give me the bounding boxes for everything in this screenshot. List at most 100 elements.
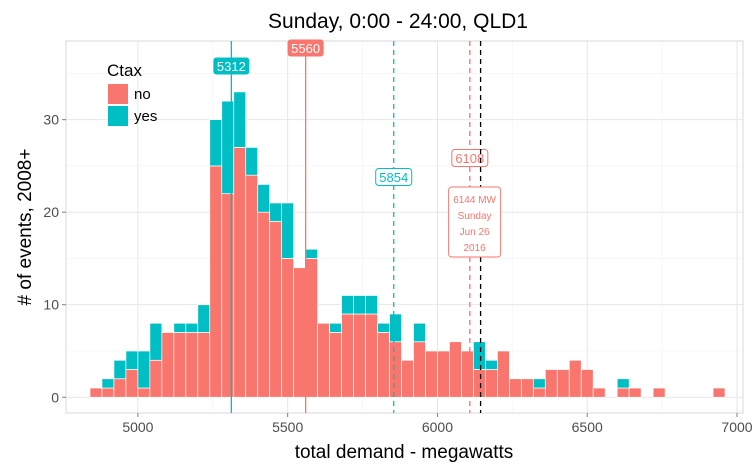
bar-yes bbox=[209, 119, 223, 167]
bar-no bbox=[413, 341, 426, 398]
bar-yes bbox=[485, 359, 498, 370]
event-annotation-box: 6144 MW Sunday Jun 26 2016 bbox=[448, 186, 502, 258]
bar-no bbox=[257, 211, 271, 398]
bar-yes bbox=[473, 341, 486, 370]
bar-no bbox=[245, 174, 259, 398]
reference-label-box bbox=[287, 39, 324, 57]
bar-no bbox=[197, 332, 211, 398]
legend-label-yes: yes bbox=[134, 108, 157, 125]
x-tick-label: 6000 bbox=[422, 419, 453, 435]
bar-no bbox=[317, 322, 330, 398]
bar-no bbox=[461, 350, 474, 398]
bar-no bbox=[556, 369, 570, 398]
legend-key-yes bbox=[108, 106, 128, 126]
x-tick-label: 5000 bbox=[122, 419, 153, 435]
bar-no bbox=[233, 147, 247, 398]
bar-yes bbox=[257, 184, 271, 213]
bar-no bbox=[269, 221, 283, 398]
bar-no bbox=[209, 165, 223, 398]
bar-no bbox=[437, 350, 450, 398]
bar-no bbox=[137, 387, 151, 398]
bar-yes bbox=[365, 295, 378, 315]
bar-no bbox=[305, 258, 318, 398]
bar-no bbox=[185, 332, 199, 398]
bar-yes bbox=[233, 91, 247, 148]
bar-no bbox=[401, 359, 414, 398]
bar-yes bbox=[101, 378, 115, 389]
bar-no bbox=[628, 387, 642, 398]
bar-yes bbox=[173, 322, 187, 333]
bar-yes bbox=[341, 295, 354, 315]
bar-no bbox=[616, 387, 630, 398]
bar-no bbox=[281, 258, 295, 398]
bar-no bbox=[353, 313, 366, 398]
y-tick-label: 10 bbox=[43, 297, 59, 313]
annotation-line: 6144 MW bbox=[453, 195, 496, 206]
reference-label-5854: 5854 bbox=[379, 170, 408, 185]
bar-no bbox=[473, 369, 486, 398]
bar-no bbox=[161, 332, 175, 398]
histogram-bars bbox=[89, 91, 726, 398]
bar-no bbox=[568, 359, 582, 398]
annotation-line: Sunday bbox=[458, 211, 492, 222]
bar-no bbox=[113, 378, 127, 398]
bar-no bbox=[425, 350, 438, 398]
bar-no bbox=[712, 387, 726, 398]
legend-key-no bbox=[108, 84, 128, 104]
bar-yes bbox=[377, 322, 390, 333]
bar-no bbox=[652, 387, 666, 398]
reference-lines: 5312 5560 5854 6108 bbox=[213, 39, 489, 413]
bar-yes bbox=[149, 322, 163, 361]
reference-label-5560: 5560 bbox=[291, 41, 320, 56]
bar-no bbox=[125, 369, 139, 398]
bar-yes bbox=[113, 359, 127, 380]
bar-no bbox=[449, 341, 462, 398]
bar-no bbox=[101, 387, 115, 398]
bar-no bbox=[293, 267, 306, 398]
bar-yes bbox=[269, 202, 283, 222]
legend-label-no: no bbox=[134, 86, 151, 103]
chart-title: Sunday, 0:00 - 24:00, QLD1 bbox=[268, 10, 528, 33]
bar-yes bbox=[389, 313, 402, 343]
bar-no bbox=[377, 332, 390, 398]
bar-no bbox=[580, 369, 594, 398]
x-tick-label: 5500 bbox=[272, 419, 303, 435]
legend-title: Ctax bbox=[107, 61, 142, 80]
y-axis: 0 10 20 30 bbox=[43, 112, 66, 405]
bar-no bbox=[149, 359, 163, 398]
x-tick-label: 6500 bbox=[572, 419, 603, 435]
bar-yes bbox=[353, 295, 366, 315]
reference-label-5312: 5312 bbox=[217, 59, 246, 74]
y-tick-label: 30 bbox=[43, 112, 59, 128]
bar-no bbox=[592, 387, 606, 398]
bar-no bbox=[389, 341, 402, 398]
bar-no bbox=[532, 387, 546, 398]
reference-label-box bbox=[213, 57, 250, 75]
bar-yes bbox=[245, 147, 259, 176]
reference-label-6108: 6108 bbox=[455, 151, 484, 166]
bar-yes bbox=[197, 304, 211, 333]
y-axis-label: # of events, 2008+ bbox=[15, 149, 36, 306]
y-tick-label: 0 bbox=[51, 389, 59, 405]
bar-no bbox=[341, 313, 354, 398]
bar-yes bbox=[413, 322, 426, 343]
bar-no bbox=[520, 378, 534, 398]
bar-yes bbox=[329, 322, 342, 333]
y-tick-label: 20 bbox=[43, 204, 59, 220]
reference-label-box bbox=[375, 168, 413, 186]
bar-no bbox=[365, 313, 378, 398]
bar-no bbox=[329, 332, 342, 398]
x-axis-label: total demand - megawatts bbox=[295, 442, 514, 463]
bar-yes bbox=[281, 202, 295, 259]
bar-yes bbox=[137, 350, 151, 389]
x-tick-label: 7000 bbox=[721, 419, 752, 435]
bar-no bbox=[544, 369, 558, 398]
bar-no bbox=[173, 332, 187, 398]
bar-no bbox=[89, 387, 103, 398]
annotation-box bbox=[448, 186, 502, 258]
x-axis: 5000 5500 6000 6500 7000 bbox=[122, 413, 753, 435]
bar-no bbox=[497, 350, 510, 398]
annotation-line: Jun 26 bbox=[460, 227, 490, 238]
